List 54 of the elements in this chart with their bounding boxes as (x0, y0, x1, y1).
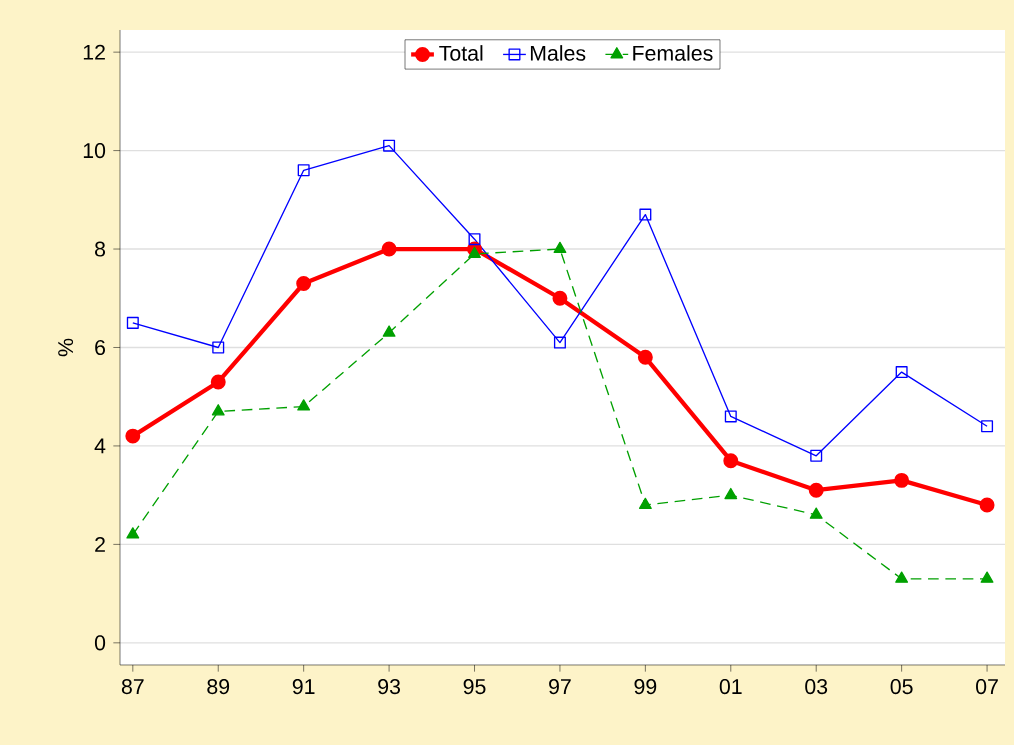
point (637, 349, 653, 365)
point (297, 399, 311, 411)
point (810, 449, 823, 462)
y-axis-title: % (58, 338, 74, 357)
x-tick-label: 87 (121, 679, 144, 695)
point (638, 497, 652, 510)
x-tick-label: 89 (207, 679, 230, 695)
point (468, 246, 481, 258)
point (553, 241, 567, 254)
point (980, 571, 994, 583)
x-tick-label: 05 (890, 679, 913, 695)
x-tick-label: 07 (976, 679, 998, 695)
point (383, 139, 396, 152)
point (211, 404, 225, 416)
y-tick-label: 12 (83, 44, 105, 60)
point (125, 428, 141, 444)
y-tick-label: 2 (95, 536, 105, 552)
y-tick-label: 6 (95, 339, 106, 356)
point (895, 571, 909, 583)
legend-label: Total (439, 45, 483, 61)
legend-label: Males (530, 45, 586, 61)
x-tick-label: 03 (805, 679, 828, 695)
point (126, 316, 139, 329)
point (296, 276, 312, 291)
point (809, 507, 823, 519)
x-tick-label: 97 (549, 679, 571, 695)
x-tick-label: 91 (292, 679, 315, 695)
x-tick-label: 99 (634, 679, 657, 695)
point (126, 527, 140, 539)
point (552, 290, 568, 306)
point (468, 233, 481, 246)
point (979, 497, 995, 513)
point (724, 487, 738, 500)
point (894, 472, 910, 488)
point (210, 374, 226, 390)
point (981, 420, 994, 433)
point (381, 241, 397, 257)
y-tick-label: 0 (94, 635, 106, 651)
point (724, 410, 737, 423)
x-tick-label: 01 (719, 679, 742, 695)
point (895, 366, 908, 379)
y-tick-label: 10 (83, 143, 106, 159)
x-tick-label: 95 (463, 679, 486, 695)
point (382, 325, 396, 337)
point (808, 482, 824, 498)
y-tick-label: 4 (94, 438, 106, 454)
point (639, 208, 652, 221)
x-tick-label: 93 (378, 679, 400, 695)
point (723, 453, 739, 469)
y-tick-label: 8 (95, 241, 106, 257)
point (553, 336, 566, 349)
legend-label: Females (633, 45, 713, 61)
point (297, 164, 310, 177)
point (212, 341, 225, 354)
